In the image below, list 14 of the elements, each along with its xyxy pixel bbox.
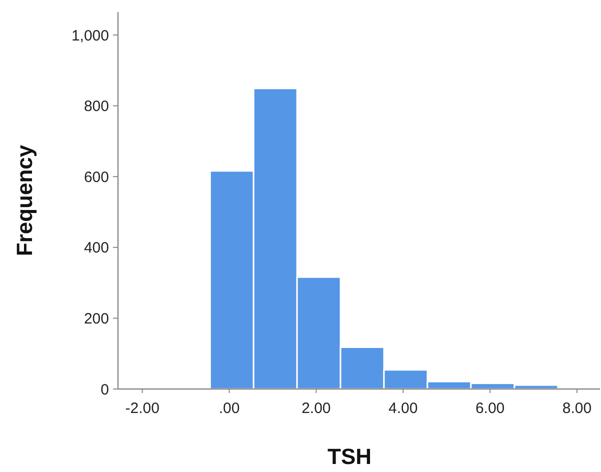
y-tick-label: 800 xyxy=(84,98,109,116)
y-tick-label: 600 xyxy=(84,168,109,186)
x-tick-label: 4.00 xyxy=(388,400,418,417)
y-axis-title: Frequency xyxy=(12,144,37,256)
x-tick-label: 8.00 xyxy=(562,400,592,417)
y-tick-label: 1,000 xyxy=(71,27,109,44)
x-tick-label: 6.00 xyxy=(475,400,505,417)
x-axis-title: TSH xyxy=(328,444,372,469)
y-tick-label: 0 xyxy=(100,381,109,398)
x-tick-label: .00 xyxy=(218,400,240,417)
y-tick-label: 400 xyxy=(84,240,109,257)
x-tick-label: 2.00 xyxy=(302,400,331,417)
x-tick-label: -2.00 xyxy=(125,400,160,417)
y-tick-label: 200 xyxy=(84,310,109,328)
